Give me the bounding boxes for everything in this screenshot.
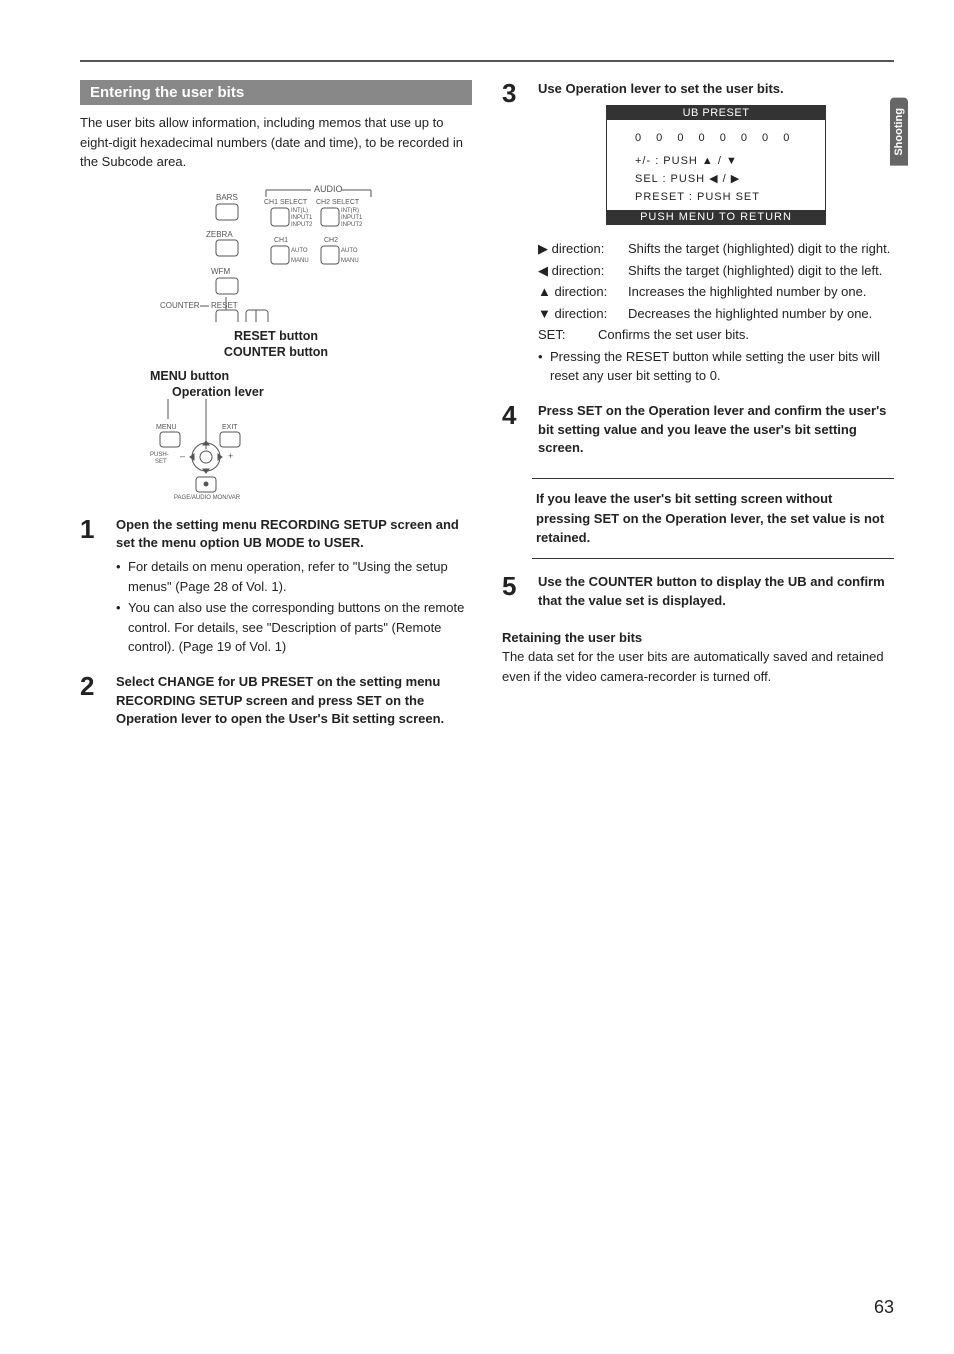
step-4: 4 Press SET on the Operation lever and c… — [502, 402, 894, 463]
dir-up-label: ▲ direction: — [538, 282, 628, 302]
ub-preset-screen: UB PRESET 0 0 0 0 0 0 0 0 +/- : PUSH ▲ /… — [606, 105, 826, 225]
svg-text:BARS: BARS — [216, 193, 238, 202]
svg-text:INPUT2: INPUT2 — [341, 222, 363, 228]
step-5-title: Use the COUNTER button to display the UB… — [538, 573, 894, 611]
step-3-number: 3 — [502, 80, 528, 388]
step-3-bullet: Pressing the RESET button while setting … — [538, 347, 894, 386]
retaining-body: The data set for the user bits are autom… — [502, 647, 894, 686]
left-column: Entering the user bits The user bits all… — [80, 80, 472, 733]
svg-text:CH2 SELECT: CH2 SELECT — [316, 199, 360, 206]
step-3-title: Use Operation lever to set the user bits… — [538, 80, 894, 99]
svg-text:RESET: RESET — [211, 301, 238, 310]
svg-text:–: – — [180, 451, 185, 461]
header-rule — [80, 60, 894, 62]
step-2: 2 Select CHANGE for UB PRESET on the set… — [80, 673, 472, 734]
dir-right-label: ▶ direction: — [538, 239, 628, 259]
svg-text:INT(L): INT(L) — [291, 208, 308, 214]
dir-up-text: Increases the highlighted number by one. — [628, 282, 894, 302]
right-column: 3 Use Operation lever to set the user bi… — [502, 80, 894, 733]
counter-button-label: COUNTER button — [80, 345, 472, 359]
svg-text:AUTO: AUTO — [291, 248, 308, 254]
step-1-bullet-2: You can also use the corresponding butto… — [116, 598, 472, 657]
screen-title: UB PRESET — [607, 106, 825, 120]
svg-text:CH2: CH2 — [324, 237, 338, 244]
dir-down-text: Decreases the highlighted number by one. — [628, 304, 894, 324]
set-label: SET: — [538, 325, 598, 345]
svg-text:AUDIO: AUDIO — [314, 184, 343, 194]
set-text: Confirms the set user bits. — [598, 325, 749, 345]
svg-text:PUSH-: PUSH- — [150, 452, 169, 458]
step-1: 1 Open the setting menu RECORDING SETUP … — [80, 516, 472, 659]
svg-text:PAGE/AUDIO MON/VAR: PAGE/AUDIO MON/VAR — [174, 495, 241, 499]
warning-note: If you leave the user's bit setting scre… — [532, 478, 894, 559]
screen-footer: PUSH MENU TO RETURN — [607, 210, 825, 224]
svg-text:+: + — [228, 451, 233, 461]
step-2-number: 2 — [80, 673, 106, 734]
menu-button-label: MENU button — [150, 369, 472, 383]
step-5: 5 Use the COUNTER button to display the … — [502, 573, 894, 615]
svg-text:INPUT1: INPUT1 — [341, 215, 363, 221]
svg-text:CH1: CH1 — [274, 237, 288, 244]
section-intro: The user bits allow information, includi… — [80, 113, 472, 172]
svg-text:ZEBRA: ZEBRA — [206, 230, 233, 239]
svg-text:CH1 SELECT: CH1 SELECT — [264, 199, 308, 206]
step-3: 3 Use Operation lever to set the user bi… — [502, 80, 894, 388]
switch-panel-diagram: AUDIO BARS CH1 SELECT CH2 SELECT INT(L) … — [80, 182, 472, 359]
svg-text:SET: SET — [155, 459, 167, 465]
svg-text:MENU: MENU — [156, 424, 177, 431]
operation-lever-label: Operation lever — [150, 385, 472, 399]
step-4-title: Press SET on the Operation lever and con… — [538, 402, 894, 459]
page-number: 63 — [874, 1297, 894, 1318]
step-5-number: 5 — [502, 573, 528, 615]
dir-down-label: ▼ direction: — [538, 304, 628, 324]
svg-text:INPUT2: INPUT2 — [291, 222, 313, 228]
side-tab: Shooting — [890, 98, 908, 166]
svg-text:EXIT: EXIT — [222, 424, 238, 431]
section-title: Entering the user bits — [80, 80, 472, 105]
step-1-number: 1 — [80, 516, 106, 659]
dir-left-text: Shifts the target (highlighted) digit to… — [628, 261, 894, 281]
screen-line-1: +/- : PUSH ▲ / ▼ — [635, 153, 813, 171]
screen-line-3: PRESET : PUSH SET — [635, 189, 813, 207]
dir-right-text: Shifts the target (highlighted) digit to… — [628, 239, 894, 259]
svg-text:INT(R): INT(R) — [341, 208, 359, 214]
step-4-number: 4 — [502, 402, 528, 463]
svg-text:MANU: MANU — [291, 258, 309, 264]
screen-digits: 0 0 0 0 0 0 0 0 — [635, 130, 813, 148]
content-columns: Entering the user bits The user bits all… — [80, 80, 894, 733]
step-1-title: Open the setting menu RECORDING SETUP sc… — [116, 516, 472, 554]
lever-diagram: MENU button Operation lever MENU EXIT PU… — [80, 369, 472, 502]
svg-text:WFM: WFM — [211, 267, 230, 276]
dir-left-label: ◀ direction: — [538, 261, 628, 281]
svg-text:INPUT1: INPUT1 — [291, 215, 313, 221]
retaining-heading: Retaining the user bits — [502, 630, 894, 645]
direction-list: ▶ direction: Shifts the target (highligh… — [538, 239, 894, 345]
svg-text:AUTO: AUTO — [341, 248, 358, 254]
svg-text:COUNTER: COUNTER — [160, 301, 200, 310]
reset-button-label: RESET button — [80, 329, 472, 343]
step-1-bullet-1: For details on menu operation, refer to … — [116, 557, 472, 596]
step-2-title: Select CHANGE for UB PRESET on the setti… — [116, 673, 472, 730]
svg-text:MANU: MANU — [341, 258, 359, 264]
screen-line-2: SEL : PUSH ◀ / ▶ — [635, 171, 813, 189]
